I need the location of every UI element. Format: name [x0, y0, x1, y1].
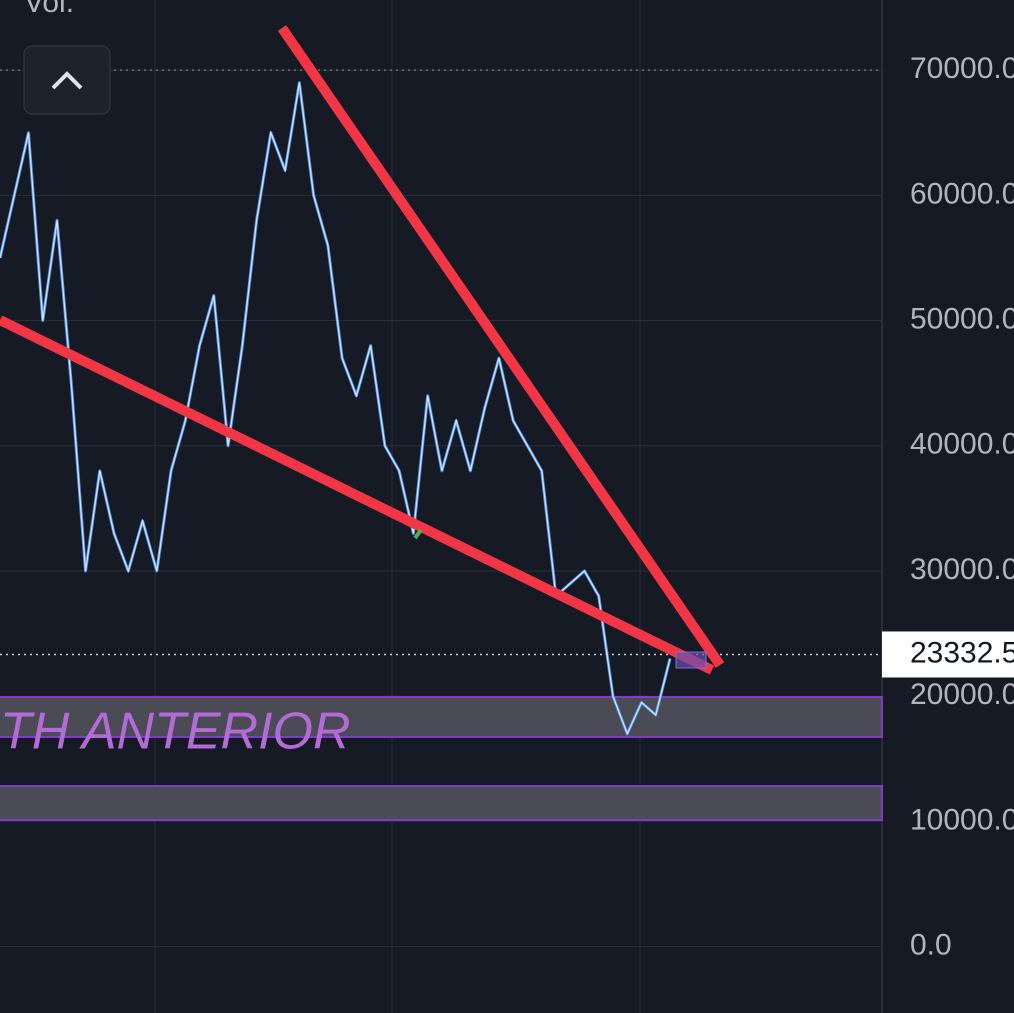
price-line-highlight	[0, 82, 671, 736]
zone	[0, 696, 883, 738]
y-tick-label: 10000.0	[910, 803, 1014, 836]
y-tick-label: 50000.0	[910, 302, 1014, 335]
y-tick-label: 70000.0	[910, 52, 1014, 85]
y-tick-label: 40000.0	[910, 428, 1014, 461]
volume-label: Vol.	[24, 0, 74, 19]
collapse-button[interactable]	[23, 45, 111, 115]
price-line	[0, 81, 672, 736]
marker	[413, 528, 423, 540]
current-price-label: 23332.5	[910, 636, 1014, 669]
marker-box	[675, 651, 707, 669]
y-tick-label: 20000.0	[910, 678, 1014, 711]
chevron-icon	[51, 71, 83, 90]
trendline	[277, 25, 725, 668]
plot	[0, 81, 882, 736]
trendline	[0, 315, 715, 675]
y-tick-label: 0.0	[910, 929, 952, 962]
price-axis: 70000.0 60000.0 50000.0 40000.0 30000.0 20000…	[882, 52, 1014, 962]
zone-label: TH ANTERIOR	[0, 703, 351, 761]
current-price-box	[882, 631, 1014, 678]
y-tick-label: 60000.0	[910, 177, 1014, 210]
zone	[0, 785, 883, 821]
y-tick-label: 30000.0	[910, 553, 1014, 586]
